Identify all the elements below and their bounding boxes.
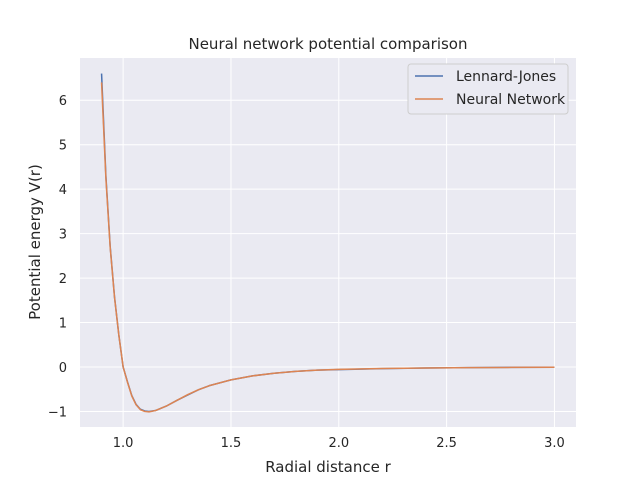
y-axis-label: Potential energy V(r) bbox=[26, 164, 44, 320]
y-tick-label: −1 bbox=[48, 405, 67, 420]
legend-label-neural-network: Neural Network bbox=[456, 92, 566, 108]
y-tick-label: 3 bbox=[59, 228, 67, 243]
legend: Lennard-Jones Neural Network bbox=[407, 63, 569, 115]
legend-label-lennard-jones: Lennard-Jones bbox=[456, 69, 556, 85]
y-tick-label: 6 bbox=[59, 94, 67, 109]
series-layer bbox=[100, 73, 555, 413]
plot-area bbox=[80, 58, 576, 427]
series-line-neural-network bbox=[100, 82, 555, 413]
y-tick-label: 0 bbox=[59, 361, 67, 376]
legend-box bbox=[407, 63, 569, 115]
grid bbox=[80, 58, 576, 427]
y-tick-label: 4 bbox=[59, 183, 67, 198]
y-tick-label: 2 bbox=[59, 272, 67, 287]
x-tick-label: 3.0 bbox=[544, 436, 565, 451]
x-axis-label: Radial distance r bbox=[265, 458, 391, 476]
chart-title: Neural network potential comparison bbox=[188, 35, 467, 53]
x-tick-label: 1.0 bbox=[113, 436, 134, 451]
y-tick-labels: −1 0 1 2 3 4 5 6 bbox=[48, 94, 67, 420]
y-tick-label: 5 bbox=[59, 139, 67, 154]
x-tick-label: 2.0 bbox=[328, 436, 349, 451]
x-tick-label: 1.5 bbox=[221, 436, 242, 451]
x-tick-label: 2.5 bbox=[436, 436, 457, 451]
y-tick-label: 1 bbox=[59, 317, 67, 332]
x-tick-labels: 1.0 1.5 2.0 2.5 3.0 bbox=[113, 436, 565, 451]
